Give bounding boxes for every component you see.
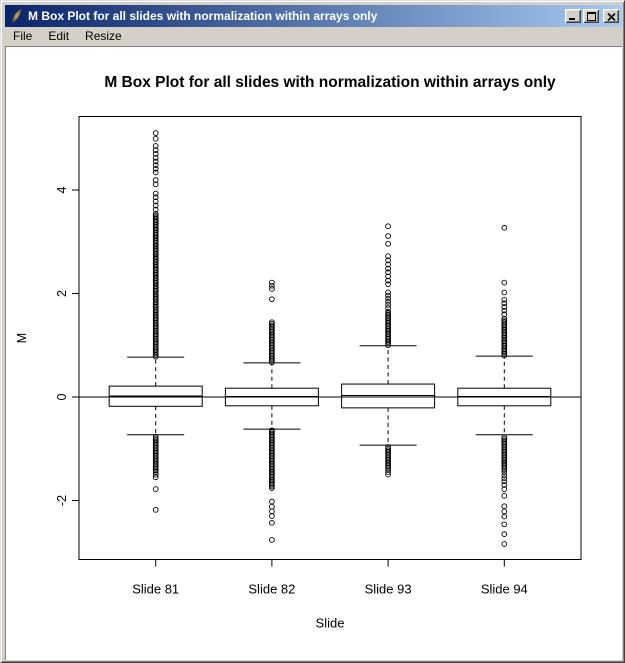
plot-client-area: M Box Plot for all slides with normaliza… (5, 46, 622, 660)
minimize-button[interactable] (565, 9, 581, 23)
svg-text:Slide 93: Slide 93 (365, 582, 412, 597)
feather-icon (8, 8, 24, 24)
close-icon (606, 9, 616, 24)
title-bar[interactable]: M Box Plot for all slides with normaliza… (5, 5, 622, 27)
maximize-icon (586, 9, 596, 24)
menu-item-file[interactable]: File (13, 29, 33, 43)
svg-text:2: 2 (55, 290, 69, 297)
svg-text:M Box Plot for all slides with: M Box Plot for all slides with normaliza… (104, 74, 556, 91)
maximize-button[interactable] (583, 9, 599, 23)
svg-text:Slide 82: Slide 82 (248, 582, 295, 597)
window-controls (563, 9, 619, 23)
menu-item-resize[interactable]: Resize (85, 29, 122, 43)
boxplot-canvas: M Box Plot for all slides with normaliza… (15, 74, 582, 631)
svg-text:Slide 81: Slide 81 (132, 582, 179, 597)
window-title: M Box Plot for all slides with normaliza… (28, 9, 378, 23)
close-button[interactable] (603, 9, 619, 23)
svg-text:Slide: Slide (316, 616, 345, 631)
svg-text:Slide 94: Slide 94 (481, 582, 528, 597)
menu-item-edit[interactable]: Edit (48, 29, 70, 43)
svg-text:4: 4 (55, 186, 69, 193)
svg-text:0: 0 (55, 393, 69, 400)
menu-bar: File Edit Resize (5, 27, 622, 46)
minimize-icon (569, 9, 577, 24)
svg-text:-2: -2 (55, 495, 69, 506)
svg-text:M: M (15, 333, 29, 343)
